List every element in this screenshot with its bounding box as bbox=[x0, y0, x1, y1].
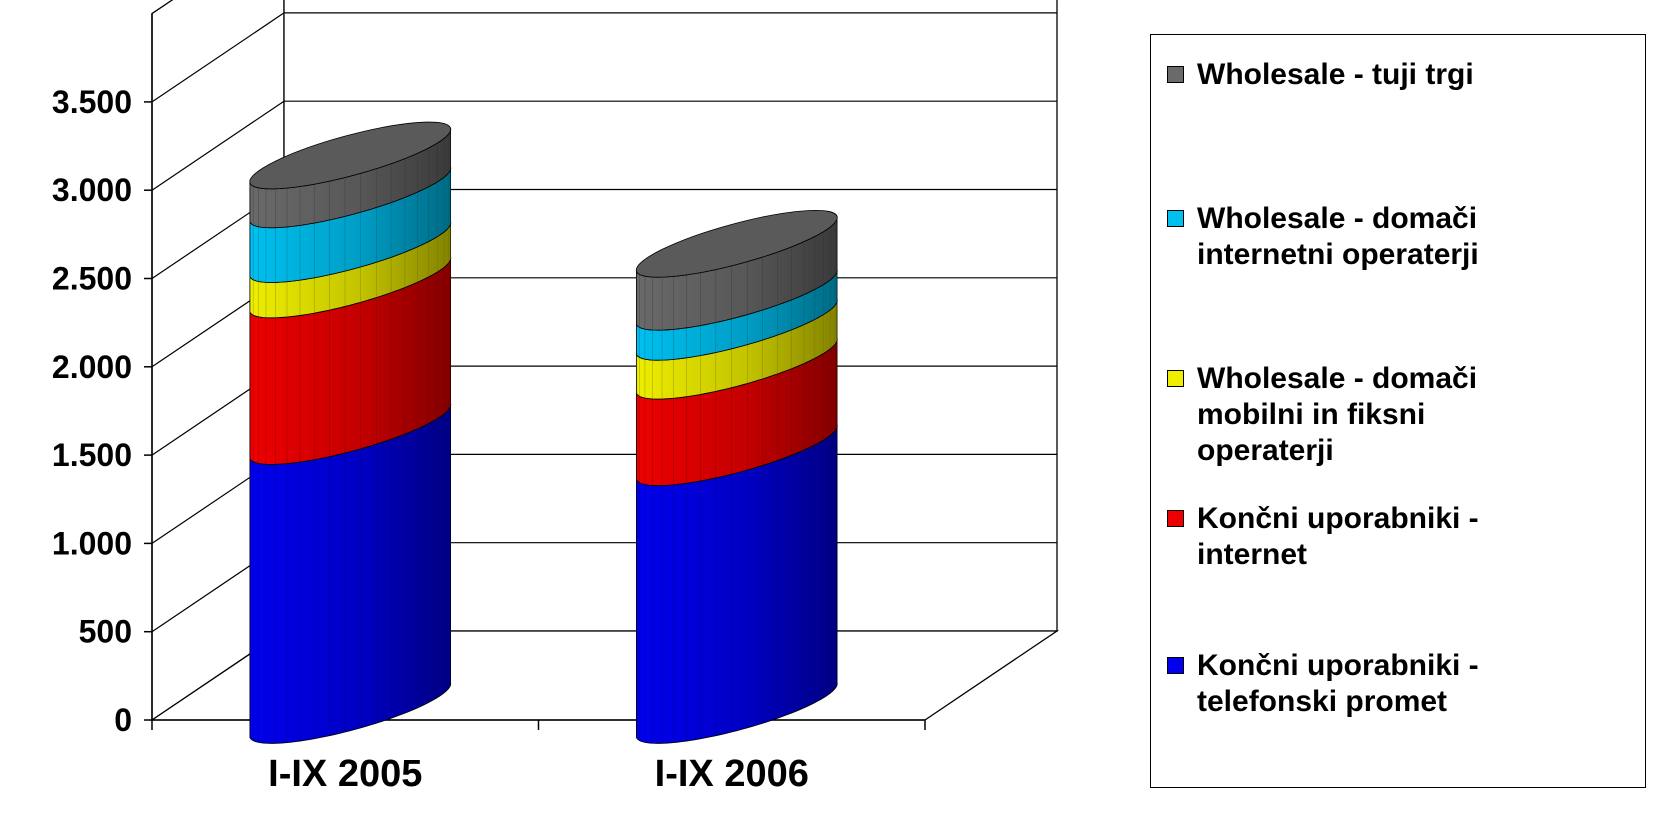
gridline bbox=[151, 12, 1057, 103]
legend-label: Wholesale - domači internetni operaterji bbox=[1197, 202, 1479, 271]
y-tick-label: 3.500 bbox=[52, 84, 132, 120]
bar-stack bbox=[635, 209, 838, 744]
legend-swatch bbox=[1167, 210, 1184, 227]
legend-item: Wholesale - tuji trgi bbox=[1167, 57, 1637, 93]
legend-label: Wholesale - tuji trgi bbox=[1197, 58, 1474, 91]
x-tick-label: I-IX 2006 bbox=[655, 753, 809, 795]
x-tick-label: I-IX 2005 bbox=[268, 753, 422, 795]
stacked-cylinder-chart: 0 500 1.000 1.500 2.000 2.500 3.000 3.500 I-IX 2… bbox=[52, 0, 1060, 795]
legend-swatch bbox=[1167, 510, 1184, 527]
legend-item: Wholesale - domači mobilni in fiksni ope… bbox=[1167, 361, 1637, 469]
legend-item: Končni uporabniki - telefonski promet bbox=[1167, 648, 1637, 720]
bars bbox=[249, 121, 838, 744]
y-tick-label: 3.000 bbox=[52, 172, 132, 208]
bar-top-cap bbox=[635, 209, 838, 278]
gridline bbox=[151, 100, 1057, 191]
legend-label: Wholesale - domači mobilni in fiksni ope… bbox=[1197, 362, 1478, 467]
y-tick-label: 1.500 bbox=[52, 437, 132, 473]
legend-label: Končni uporabniki - internet bbox=[1197, 502, 1479, 571]
legend-item: Končni uporabniki - internet bbox=[1167, 501, 1637, 573]
y-tick-label: 500 bbox=[79, 614, 132, 650]
y-tick-label: 2.500 bbox=[52, 261, 132, 297]
bar-top-cap bbox=[249, 121, 452, 190]
y-tick-label: 0 bbox=[114, 702, 132, 738]
legend: Wholesale - tuji trgi Wholesale - domači … bbox=[1150, 34, 1646, 788]
legend-label: Končni uporabniki - telefonski promet bbox=[1197, 649, 1479, 718]
bar-stack bbox=[249, 121, 452, 744]
y-tick-label: 1.000 bbox=[52, 525, 132, 561]
tick-labels: 0 500 1.000 1.500 2.000 2.500 3.000 3.500 I-IX 2… bbox=[52, 84, 809, 795]
y-tick-label: 2.000 bbox=[52, 349, 132, 385]
legend-swatch bbox=[1167, 657, 1184, 674]
legend-swatch bbox=[1167, 66, 1184, 83]
legend-item: Wholesale - domači internetni operaterji bbox=[1167, 201, 1637, 273]
legend-swatch bbox=[1167, 370, 1184, 387]
